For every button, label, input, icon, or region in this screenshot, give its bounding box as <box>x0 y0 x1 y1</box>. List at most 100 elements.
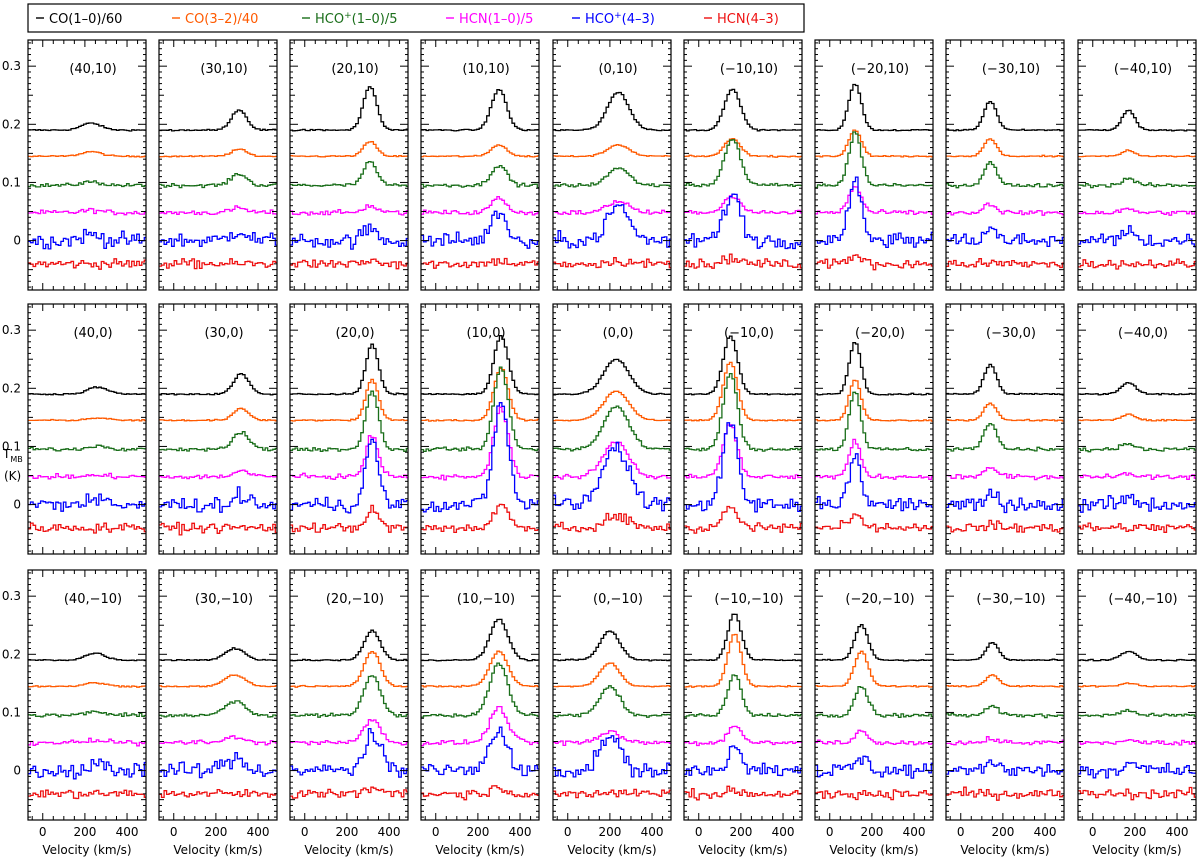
spectrum-line <box>421 144 539 158</box>
spectrum-line <box>946 674 1064 688</box>
x-tick-label: 200 <box>860 825 883 839</box>
spectrum-line <box>815 438 933 481</box>
spectrum-line <box>290 504 408 533</box>
spectrum-line <box>159 469 277 480</box>
spectrum-line <box>815 129 933 158</box>
panel-offset-label: (−40,10) <box>1114 62 1172 77</box>
x-tick-label: 400 <box>378 825 401 839</box>
spectrum-line <box>815 513 933 533</box>
panel-frame <box>945 39 1065 291</box>
panel-frame <box>1077 569 1197 821</box>
x-axis-label: Velocity (km/s) <box>42 843 131 857</box>
spectrum-line <box>815 342 933 396</box>
spectrum-line <box>28 758 146 780</box>
spectrum-line <box>1078 109 1196 132</box>
spectrum-line <box>290 223 408 250</box>
panel-frame <box>27 39 147 291</box>
spectrum-line <box>1078 471 1196 480</box>
panel-offset-label: (−30,−10) <box>976 592 1045 607</box>
spectrum-panel: (30,−10) 0 200 400 Velocity (km/s) <box>158 569 278 857</box>
y-tick-label: 0 <box>13 234 21 248</box>
spectrum-line <box>159 486 277 513</box>
spectrum-line <box>684 633 802 688</box>
spectrum-panel: (−40,−10) 0 200 400 Velocity (km/s) <box>1077 569 1197 857</box>
panel-offset-label: (30,0) <box>204 326 243 341</box>
spectrum-line <box>421 164 539 189</box>
spectrum-line <box>553 512 671 533</box>
spectrum-line <box>553 167 671 188</box>
spectrum-panel: (−20,−10) 0 200 400 Velocity (km/s) <box>814 569 934 857</box>
panel-frame <box>27 303 147 555</box>
panel-frame <box>158 303 278 555</box>
spectrum-line <box>946 642 1064 662</box>
spectrum-panel: (−10,−10) 0 200 400 Velocity (km/s) <box>683 569 803 857</box>
spectrum-line <box>290 650 408 688</box>
spectrum-line <box>421 335 539 396</box>
panel-offset-label: (−30,10) <box>982 62 1040 77</box>
y-tick-label: 0.3 <box>2 59 21 73</box>
spectrum-panel: (−10,0) <box>683 303 803 555</box>
spectrum-line <box>1078 493 1196 513</box>
panel-frame <box>420 39 540 291</box>
spectrum-line <box>946 100 1064 132</box>
panel-offset-label: (−10,−10) <box>714 592 783 607</box>
panel-offset-label: (−40,−10) <box>1108 592 1177 607</box>
spectrum-line <box>684 195 802 215</box>
spectrum-line <box>421 785 539 801</box>
spectrum-line <box>684 745 802 777</box>
spectrum-panel: (10,0) <box>420 303 540 555</box>
x-tick-label: 200 <box>204 825 227 839</box>
y-axis-label: TMB (K) <box>2 447 23 483</box>
x-tick-label: 200 <box>991 825 1014 839</box>
spectrum-panel: (20,−10) 0 200 400 Velocity (km/s) <box>289 569 409 857</box>
spectrum-line <box>290 629 408 662</box>
spectrum-line <box>553 630 671 662</box>
spectrum-line <box>159 407 277 422</box>
spectrum-line <box>553 685 671 718</box>
spectrum-line <box>159 372 277 396</box>
spectrum-line <box>553 735 671 778</box>
spectrum-line <box>159 700 277 718</box>
spectrum-line <box>815 391 933 452</box>
spectrum-line <box>421 618 539 662</box>
spectrum-line <box>290 438 408 514</box>
spectrum-line <box>290 435 408 480</box>
y-axis-unit: (K) <box>4 469 21 483</box>
panel-offset-label: (0,−10) <box>593 592 643 607</box>
panel-frame <box>289 303 409 555</box>
panel-offset-label: (−30,0) <box>986 326 1036 341</box>
x-tick-label: 0 <box>695 825 703 839</box>
spectrum-line <box>421 705 539 747</box>
panel-frame <box>552 39 672 291</box>
y-tick-label: 0.3 <box>2 323 21 337</box>
panel-offset-label: (10,0) <box>466 326 505 341</box>
spectrum-line <box>290 675 408 718</box>
x-tick-label: 400 <box>509 825 532 839</box>
spectrum-line <box>28 710 146 718</box>
spectrum-line <box>1078 761 1196 779</box>
panel-offset-label: (20,0) <box>335 326 374 341</box>
spectrum-line <box>1078 650 1196 662</box>
panel-frame <box>158 569 278 821</box>
spectrum-line <box>421 650 539 688</box>
panel-frame <box>1077 303 1197 555</box>
spectrum-line <box>553 441 671 512</box>
spectrum-line <box>553 441 671 480</box>
spectrum-line <box>159 148 277 158</box>
panel-offset-label: (40,10) <box>69 62 116 77</box>
spectrum-panel: (−20,10) <box>814 39 934 291</box>
x-tick-label: 0 <box>957 825 965 839</box>
spectrum-panel: (40,−10) 0 0.1 0.2 0.3 0 200 400 Velocity (km/s) <box>2 569 147 857</box>
spectrum-line <box>684 674 802 718</box>
spectrum-line <box>28 493 146 512</box>
spectrum-line <box>421 402 539 513</box>
spectrum-line <box>159 521 277 536</box>
x-tick-label: 200 <box>729 825 752 839</box>
panel-offset-label: (−10,0) <box>724 326 774 341</box>
spectrum-panel: (10,10) <box>420 39 540 291</box>
spectrum-line <box>28 180 146 188</box>
spectrum-line <box>1078 522 1196 533</box>
spectrum-line <box>1078 786 1196 801</box>
x-axis-label: Velocity (km/s) <box>435 843 524 857</box>
